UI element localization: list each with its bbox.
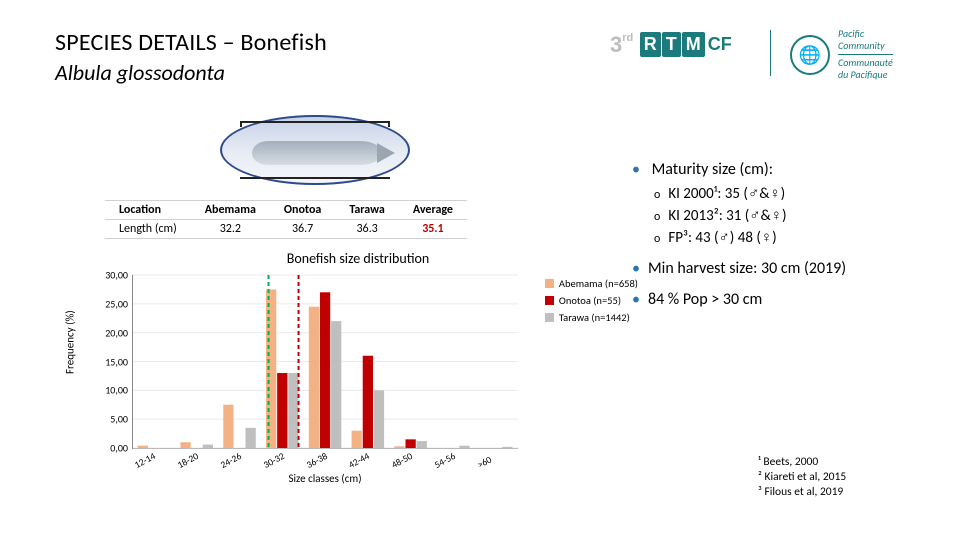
y-tick: 30,00: [94, 269, 128, 282]
hdr-tarawa: Tarawa: [335, 201, 399, 220]
spc-logo: 🌐 Pacific Community Communauté du Pacifi…: [790, 28, 893, 81]
bar: [352, 431, 362, 448]
bar: [459, 446, 469, 448]
legend-item: Onotoa (n=55): [545, 294, 638, 307]
hdr-onotoa: Onotoa: [270, 201, 335, 220]
x-axis-label: Size classes (cm): [132, 472, 518, 485]
plot-region: [132, 275, 518, 449]
title-block: SPECIES DETAILS – Bonefish Albula glosso…: [55, 28, 327, 86]
rtmcf-CF: CF: [706, 34, 732, 54]
maturity-item: KI 2013²: 31 (♂&♀): [654, 207, 932, 225]
maturity-item: KI 2000¹: 35 (♂&♀): [654, 185, 932, 203]
bar: [502, 447, 512, 448]
bar: [180, 442, 190, 448]
y-tick: 25,00: [94, 297, 128, 310]
chart: Bonefish size distribution Frequency (%)…: [78, 250, 638, 510]
bar: [277, 373, 287, 448]
page-title: SPECIES DETAILS – Bonefish: [55, 28, 327, 57]
footnote: ² Kiareti et al, 2015: [758, 470, 846, 485]
y-tick: 15,00: [94, 355, 128, 368]
legend-swatch: [545, 296, 554, 305]
legend-swatch: [545, 279, 554, 288]
pop-stat: 84 % Pop > 30 cm: [632, 290, 932, 309]
x-tick: 24-26: [218, 450, 243, 471]
val-onotoa: 36.7: [270, 220, 335, 239]
bar: [331, 321, 341, 448]
fish-tail-icon: [377, 143, 395, 163]
legend-swatch: [545, 313, 554, 322]
maturity-heading-text: Maturity size (cm):: [652, 160, 773, 179]
fish-body-icon: [252, 141, 382, 165]
legend-label: Abemama (n=658): [559, 277, 638, 290]
x-tick: 36-38: [304, 450, 329, 471]
val-tarawa: 36.3: [335, 220, 399, 239]
rtmcf-T: T: [662, 32, 681, 57]
hdr-abemama: Abemama: [191, 201, 270, 220]
table-header-row: Location Abemama Onotoa Tarawa Average: [105, 201, 467, 220]
y-tick: 10,00: [94, 384, 128, 397]
fish-illustration: [220, 115, 410, 185]
table-row: Length (cm) 32.2 36.7 36.3 35.1: [105, 220, 467, 239]
chart-title: Bonefish size distribution: [78, 250, 638, 267]
chart-area: Frequency (%) Abemama (n=658)Onotoa (n=5…: [78, 269, 638, 479]
x-tick: >60: [475, 454, 493, 471]
footnotes: ¹ Beets, 2000 ² Kiareti et al, 2015 ³ Fi…: [758, 455, 846, 500]
maturity-heading: Maturity size (cm): KI 2000¹: 35 (♂&♀) K…: [632, 160, 932, 247]
row-label: Length (cm): [105, 220, 191, 239]
x-tick: 48-50: [389, 450, 414, 471]
spc-line2: Community: [838, 40, 893, 52]
min-harvest: Min harvest size: 30 cm (2019): [632, 259, 932, 278]
bar: [309, 307, 319, 448]
ruler-bottom-icon: [240, 171, 390, 179]
x-tick: 18-20: [176, 450, 201, 471]
rtmcf-num: 3: [610, 32, 622, 58]
spc-globe-icon: 🌐: [790, 35, 830, 75]
y-tick: 20,00: [94, 326, 128, 339]
legend-label: Onotoa (n=55): [559, 294, 621, 307]
length-table: Location Abemama Onotoa Tarawa Average L…: [105, 200, 467, 239]
maturity-item: FP³: 43 (♂) 48 (♀): [654, 229, 932, 247]
logo-divider: [770, 30, 771, 76]
y-tick: 5,00: [94, 413, 128, 426]
bar: [374, 390, 384, 448]
x-tick: 12-14: [133, 450, 158, 471]
rtmcf-R: R: [640, 32, 661, 57]
legend-label: Tarawa (n=1442): [559, 311, 630, 324]
bar: [246, 428, 256, 448]
spc-line4: du Pacifique: [838, 69, 893, 81]
rtmcf-M: M: [682, 32, 705, 57]
y-tick: 0,00: [94, 442, 128, 455]
val-abemama: 32.2: [191, 220, 270, 239]
bars-svg: [133, 275, 518, 448]
footnote: ¹ Beets, 2000: [758, 455, 846, 470]
bar: [405, 439, 415, 448]
bar: [320, 292, 330, 448]
bar: [417, 441, 427, 448]
x-tick: 42-44: [347, 450, 372, 471]
bar: [138, 446, 148, 448]
val-average: 35.1: [399, 220, 467, 239]
bar: [363, 356, 373, 448]
chart-legend: Abemama (n=658) Onotoa (n=55) Tarawa (n=14…: [545, 277, 638, 328]
rtmcf-logo: 3rd RTMCF: [610, 32, 732, 58]
legend-item: Tarawa (n=1442): [545, 311, 638, 324]
footnote: ³ Filous et al, 2019: [758, 485, 846, 500]
hdr-average: Average: [399, 201, 467, 220]
bar: [223, 405, 233, 448]
x-tick: 30-32: [261, 450, 286, 471]
rtmcf-ord: rd: [622, 32, 633, 44]
spc-text: Pacific Community Communauté du Pacifiqu…: [838, 28, 893, 81]
legend-item: Abemama (n=658): [545, 277, 638, 290]
bar: [203, 445, 213, 448]
bar: [394, 446, 404, 448]
y-axis-label: Frequency (%): [64, 310, 77, 374]
right-column: Maturity size (cm): KI 2000¹: 35 (♂&♀) K…: [632, 160, 932, 321]
ruler-top-icon: [240, 121, 390, 129]
x-tick: 54-56: [432, 450, 457, 471]
hdr-location: Location: [105, 201, 191, 220]
bar: [288, 373, 298, 448]
species-latin: Albula glossodonta: [55, 59, 327, 86]
